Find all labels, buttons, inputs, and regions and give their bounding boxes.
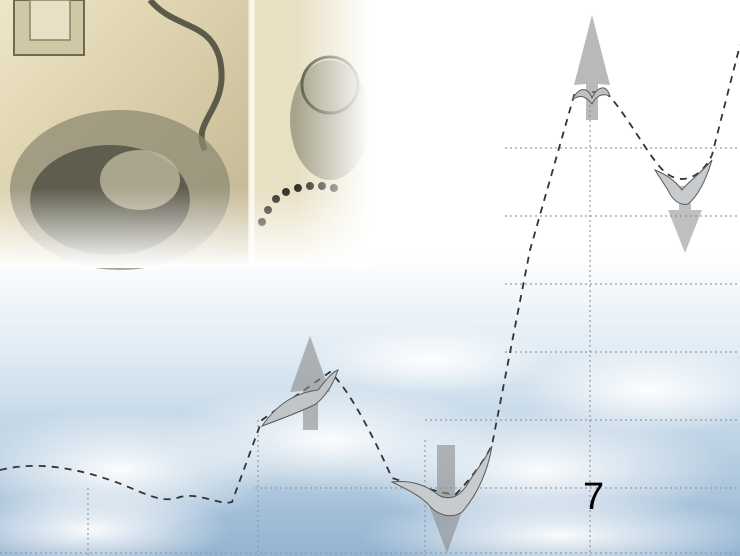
up-arrow-icon [574,15,610,120]
page-number: 7 [583,476,605,518]
bird-icon [571,87,611,105]
down-arrow-icon [668,186,702,253]
bird-icon [390,445,493,517]
up-arrow-icon [290,336,330,430]
bird-icon [653,159,713,205]
grid-lines [0,100,740,556]
trend-line [0,44,740,504]
bird-icon [260,369,339,428]
banknote-image [0,0,370,270]
